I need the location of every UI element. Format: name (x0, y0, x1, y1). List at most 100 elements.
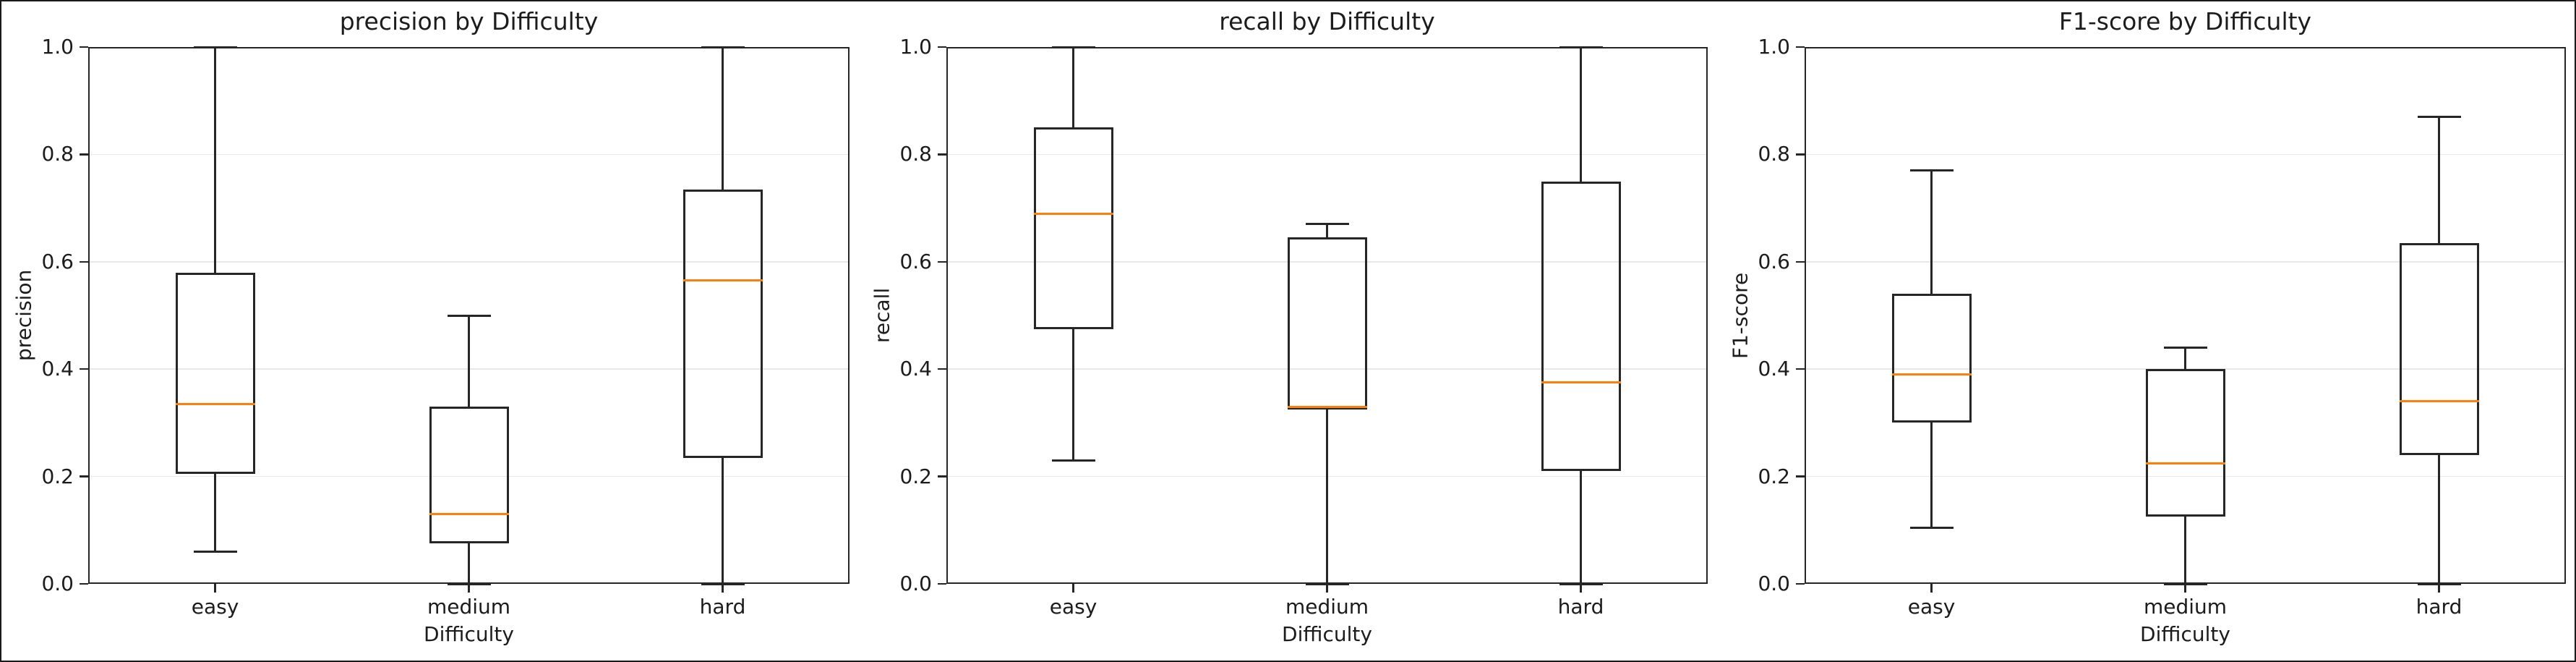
whisker-cap-lower (1051, 459, 1095, 462)
y-tick-mark (1796, 260, 1805, 263)
x-tick-label: medium (2143, 595, 2228, 619)
x-tick-mark (468, 584, 470, 593)
x-tick-mark (1072, 584, 1074, 593)
gridline (1805, 475, 2566, 478)
x-tick-label: hard (1557, 595, 1604, 619)
y-tick-label: 0.4 (41, 357, 74, 381)
x-tick-mark (2184, 584, 2186, 593)
whisker-upper (2438, 116, 2440, 243)
y-tick-label: 1.0 (899, 35, 932, 59)
y-tick-label: 0.0 (41, 572, 74, 595)
y-tick-mark (80, 475, 88, 478)
y-tick-mark (80, 153, 88, 156)
x-tick-label: hard (699, 595, 746, 619)
y-tick-mark (938, 46, 946, 48)
plot-area: 0.0 0.2 0.4 0.6 0.8 1.0 easy medium hard (899, 37, 1708, 619)
y-tick-mark (938, 153, 946, 156)
gridline (1805, 261, 2566, 263)
y-tick-label: 0.8 (1758, 142, 1790, 166)
median-line (2399, 400, 2479, 403)
chart-title: F1-score by Difficulty (2058, 7, 2312, 35)
whisker-cap-upper (1559, 46, 1603, 48)
y-tick-mark (938, 582, 946, 585)
y-tick-label: 0.0 (899, 572, 932, 595)
box (1891, 294, 1972, 423)
median-line (1891, 373, 1972, 376)
x-tick-label: easy (1907, 595, 1956, 619)
y-tick-label: 0.8 (41, 142, 74, 166)
y-tick-label: 0.8 (899, 142, 932, 166)
box (1033, 127, 1113, 329)
y-tick-label: 0.2 (41, 464, 74, 488)
whisker-upper (214, 47, 216, 273)
x-tick-label: easy (191, 595, 239, 619)
y-axis-label: precision (12, 269, 36, 362)
gridline (946, 261, 1708, 263)
whisker-cap-upper (447, 314, 491, 317)
y-tick-mark (1796, 475, 1805, 478)
whisker-lower (214, 473, 216, 552)
median-line (1541, 381, 1621, 384)
y-tick-mark (1796, 46, 1805, 48)
x-axis-label: Difficulty (1282, 622, 1372, 646)
plot-area: 0.0 0.2 0.4 0.6 0.8 1.0 easy medium hard (1758, 37, 2566, 619)
y-tick-mark (938, 260, 946, 263)
whisker-cap-upper (701, 46, 745, 48)
y-tick-label: 0.6 (1758, 249, 1790, 273)
y-tick-mark (1796, 368, 1805, 370)
whisker-lower (1930, 423, 1933, 528)
box (1541, 181, 1621, 472)
gridline (88, 475, 850, 478)
y-tick-label: 0.6 (899, 249, 932, 273)
y-tick-label: 0.4 (899, 357, 932, 381)
median-line (682, 279, 763, 282)
plot-area: 0.0 0.2 0.4 0.6 0.8 1.0 easy medium hard (41, 37, 850, 619)
whisker-lower (1580, 471, 1582, 584)
median-line (175, 402, 255, 405)
whisker-cap-upper (2417, 115, 2461, 118)
y-tick-label: 0.2 (899, 464, 932, 488)
whisker-upper (1072, 47, 1074, 128)
whisker-upper (1580, 47, 1582, 182)
y-tick-mark (80, 260, 88, 263)
whisker-upper (468, 315, 470, 407)
whisker-cap-upper (1909, 169, 1954, 172)
whisker-upper (2184, 347, 2186, 370)
subplot-precision: precision by Difficulty precision 0.0 0.2… (12, 8, 850, 646)
chart-title: precision by Difficulty (339, 7, 599, 35)
median-line (1287, 405, 1367, 408)
x-axis-label: Difficulty (2140, 622, 2230, 646)
x-tick-mark (214, 584, 216, 593)
x-tick-mark (1580, 584, 1582, 593)
box (175, 272, 255, 474)
y-tick-label: 0.6 (41, 249, 74, 273)
median-line (1033, 212, 1113, 215)
subplot-recall: recall by Difficulty recall 0.0 0.2 0.4 0.6… (870, 8, 1708, 646)
x-tick-mark (2438, 584, 2440, 593)
x-axis-label: Difficulty (424, 622, 514, 646)
subplot-f1-score: F1-score by Difficulty F1-score 0.0 0.2 0.… (1729, 8, 2566, 646)
whisker-upper (1930, 170, 1933, 294)
gridline (946, 368, 1708, 370)
gridline (88, 153, 850, 156)
x-tick-label: hard (2415, 595, 2462, 619)
chart-title: recall by Difficulty (1219, 7, 1435, 35)
y-tick-label: 1.0 (41, 35, 74, 59)
y-axis-label: F1-score (1728, 272, 1753, 359)
y-tick-label: 0.4 (1758, 357, 1790, 381)
y-tick-mark (938, 475, 946, 478)
whisker-cap-upper (1305, 223, 1349, 226)
gridline (1805, 153, 2566, 156)
x-tick-label: medium (1285, 595, 1369, 619)
whisker-upper (1326, 224, 1328, 238)
y-tick-label: 0.2 (1758, 464, 1790, 488)
y-tick-mark (80, 582, 88, 585)
whisker-lower (1326, 409, 1328, 584)
y-tick-mark (938, 368, 946, 370)
y-tick-mark (80, 46, 88, 48)
x-tick-label: easy (1049, 595, 1097, 619)
box (2145, 369, 2225, 517)
whisker-lower (2438, 454, 2440, 584)
whisker-upper (722, 47, 724, 190)
